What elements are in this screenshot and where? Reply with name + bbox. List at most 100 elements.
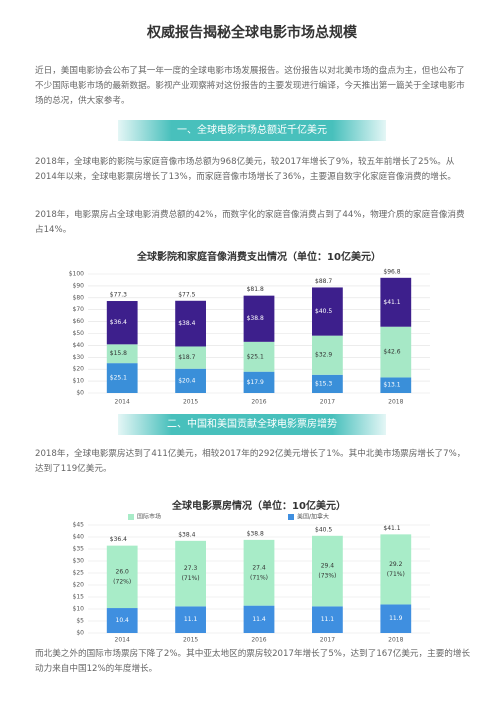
y-tick-label: $25: [73, 570, 85, 577]
data-label: $17.9: [247, 379, 264, 386]
bar-segment: [106, 545, 138, 609]
data-label: (71%): [387, 571, 405, 578]
bar-segment: [380, 377, 412, 393]
data-label: (71%): [182, 575, 200, 582]
bar-segment: [243, 371, 275, 393]
total-label: $88.7: [315, 278, 332, 285]
y-tick-label: $40: [73, 342, 85, 349]
data-label: $32.9: [315, 352, 332, 359]
total-label: $38.4: [178, 531, 195, 538]
data-label: $36.4: [110, 319, 127, 326]
bar-segment: [380, 534, 412, 605]
bar-segment: [106, 608, 138, 633]
section-banner: 一、全球电影市场总额近千亿美元: [118, 120, 386, 141]
x-tick-label: 2018: [388, 399, 403, 406]
data-label: 11.1: [184, 616, 198, 623]
total-label: $77.5: [178, 291, 195, 298]
bar-segment: [175, 368, 206, 393]
bar-segment: [380, 604, 412, 633]
data-label: $15.3: [315, 380, 332, 387]
total-label: $41.1: [383, 525, 400, 532]
data-label: $38.4: [178, 320, 195, 327]
y-tick-label: $10: [73, 378, 85, 385]
bar-segment: [175, 606, 206, 633]
data-label: (71%): [250, 574, 268, 581]
data-label: $18.7: [178, 354, 195, 361]
y-tick-label: $30: [73, 558, 85, 565]
bar-segment: [106, 363, 138, 393]
x-tick-label: 2017: [320, 637, 335, 644]
bar-segment: [175, 300, 206, 347]
y-tick-label: $10: [73, 606, 85, 613]
data-label: $38.8: [247, 315, 264, 322]
y-tick-label: $80: [73, 294, 85, 301]
legend-swatch: [128, 514, 134, 520]
x-tick-label: 2014: [115, 399, 130, 406]
total-label: $81.8: [247, 286, 264, 293]
data-label: 11.1: [321, 616, 335, 623]
bar-segment: [106, 301, 138, 345]
bar-segment: [243, 539, 275, 606]
data-label: (73%): [318, 573, 336, 580]
paragraph: 2018年，电影票房占全球电影消费总额的42%，而数字化的家庭音像消费占到了44…: [35, 210, 465, 235]
chart: 全球影院和家庭音像消费支出情况（单位：10亿美元） $0 $10 $20 $30 $40 $…: [69, 250, 430, 406]
y-tick-label: $40: [73, 534, 85, 541]
y-tick-label: $20: [73, 582, 85, 589]
bar-segment: [312, 535, 343, 607]
bar-segment: [380, 326, 412, 378]
data-label: $40.5: [315, 308, 332, 315]
x-tick-label: 2014: [115, 637, 130, 644]
data-label: (72%): [113, 578, 131, 585]
data-label: 27.3: [184, 565, 198, 572]
paragraph: 而北美之外的国际市场票房下降了2%。其中亚太地区的票房较2017年增长了5%，达…: [35, 649, 471, 674]
x-tick-label: 2018: [388, 637, 403, 644]
bar-segment: [312, 374, 343, 393]
data-label: 29.2: [389, 561, 403, 568]
data-label: $20.4: [178, 377, 195, 384]
bar-segment: [243, 605, 275, 633]
x-tick-label: 2017: [320, 399, 335, 406]
data-label: $41.1: [383, 299, 400, 306]
x-tick-label: 2016: [251, 637, 266, 644]
title: 权威报告揭秘全球电影市场总规模: [147, 25, 357, 41]
legend-label: 美国/加拿大: [297, 513, 329, 521]
section-banner: 二、中国和美国贡献全球电影票房增势: [118, 414, 386, 435]
bar-segment: [380, 277, 412, 327]
bar-segment: [312, 606, 343, 633]
bar-segment: [243, 295, 275, 342]
bar-segment: [175, 540, 206, 607]
y-tick-label: $30: [73, 354, 85, 361]
y-tick-label: $5: [76, 618, 84, 625]
legend-label: 国际市场: [137, 513, 161, 521]
data-label: $42.6: [383, 349, 400, 356]
total-label: $38.8: [247, 530, 264, 537]
data-label: 10.4: [116, 617, 130, 624]
x-tick-label: 2015: [183, 399, 198, 406]
y-tick-label: $60: [73, 318, 85, 325]
paragraph: 2018年，全球电影票房达到了411亿美元，相较2017年的292亿美元增长了1…: [35, 449, 466, 474]
chart: 全球电影票房情况（单位：10亿美元） $0 $5 $10 $15 $20 $25 $30 $35…: [73, 499, 430, 644]
y-tick-label: $70: [73, 306, 85, 313]
data-label: 29.4: [321, 563, 335, 570]
data-label: $25.1: [247, 353, 264, 360]
data-label: 11.4: [252, 616, 266, 623]
bar-segment: [243, 341, 275, 372]
data-label: $25.1: [110, 375, 127, 382]
chart-title: 全球电影票房情况（单位：10亿美元）: [171, 499, 346, 512]
y-tick-label: $50: [73, 330, 85, 337]
data-label: $13.1: [383, 382, 400, 389]
bar-segment: [312, 287, 343, 336]
x-tick-label: 2015: [183, 637, 198, 644]
total-label: $96.8: [383, 268, 400, 275]
data-label: 26.0: [116, 568, 130, 575]
paragraph: 近日，美国电影协会公布了其一年一度的全球电影市场发展报告。这份报告以对北美市场的…: [35, 66, 465, 106]
chart-title: 全球影院和家庭音像消费支出情况（单位：10亿美元）: [136, 250, 381, 263]
total-label: $40.5: [315, 526, 332, 533]
bar-segment: [175, 346, 206, 369]
x-tick-label: 2016: [251, 399, 266, 406]
y-tick-label: $35: [73, 546, 85, 553]
y-tick-label: $45: [73, 522, 85, 529]
legend-swatch: [288, 514, 294, 520]
data-label: $15.8: [110, 350, 127, 357]
